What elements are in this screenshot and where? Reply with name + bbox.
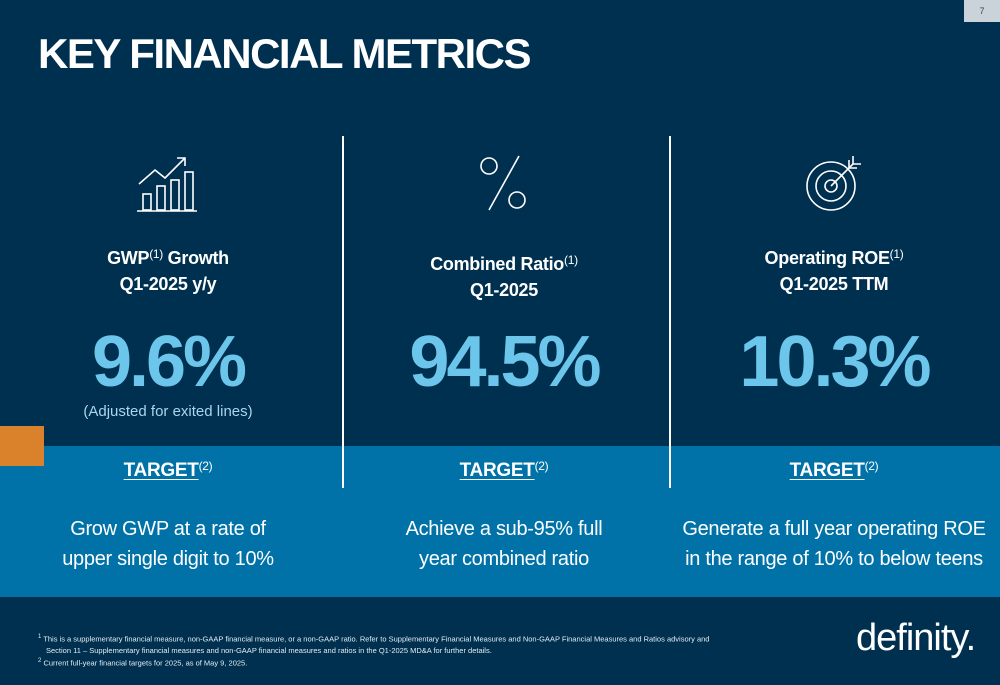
target-description: Grow GWP at a rate of upper single digit … [62, 518, 274, 570]
metric-column-combined-ratio: Combined Ratio(1) Q1-2025 94.5% TARGET(2… [344, 0, 664, 600]
percent-icon [480, 155, 526, 211]
metric-value: 94.5% [409, 322, 601, 402]
metric-column-operating-roe: Operating ROE(1) Q1-2025 TTM 10.3% TARGE… [674, 0, 994, 600]
metric-heading: Operating ROE(1) Q1-2025 TTM [764, 247, 904, 294]
column-divider [669, 136, 671, 488]
metric-note: (Adjusted for exited lines) [83, 403, 253, 420]
target-label: TARGET(2) [459, 459, 549, 481]
metric-value: 10.3% [739, 322, 931, 402]
growth-chart-icon [137, 157, 197, 212]
target-icon [806, 156, 861, 211]
metric-value: 9.6% [91, 322, 247, 402]
footnotes: 1 This is a supplementary financial meas… [38, 632, 709, 668]
footnote-2: 2 Current full-year financial targets fo… [38, 657, 248, 668]
metric-heading: Combined Ratio(1) Q1-2025 [430, 253, 578, 300]
footnote-1: 1 This is a supplementary financial meas… [38, 634, 710, 644]
metric-heading: GWP(1) Growth Q1-2025 y/y [107, 247, 229, 294]
page-number: 7 [964, 0, 1000, 22]
page-title: KEY FINANCIAL METRICS [38, 30, 531, 77]
target-description: Achieve a sub-95% full year combined rati… [405, 518, 603, 570]
definity-logo: definity. [856, 617, 976, 659]
target-band [0, 446, 1000, 597]
orange-accent-tab [0, 426, 44, 466]
metric-column-gwp: GWP(1) Growth Q1-2025 y/y 9.6% (Adjusted… [8, 0, 328, 600]
target-label: TARGET(2) [789, 459, 879, 481]
footnote-1-continued: Section 11 – Supplementary financial mea… [46, 645, 492, 655]
target-description: Generate a full year operating ROE in the… [682, 518, 986, 570]
target-label: TARGET(2) [123, 459, 213, 481]
column-divider [342, 136, 344, 488]
